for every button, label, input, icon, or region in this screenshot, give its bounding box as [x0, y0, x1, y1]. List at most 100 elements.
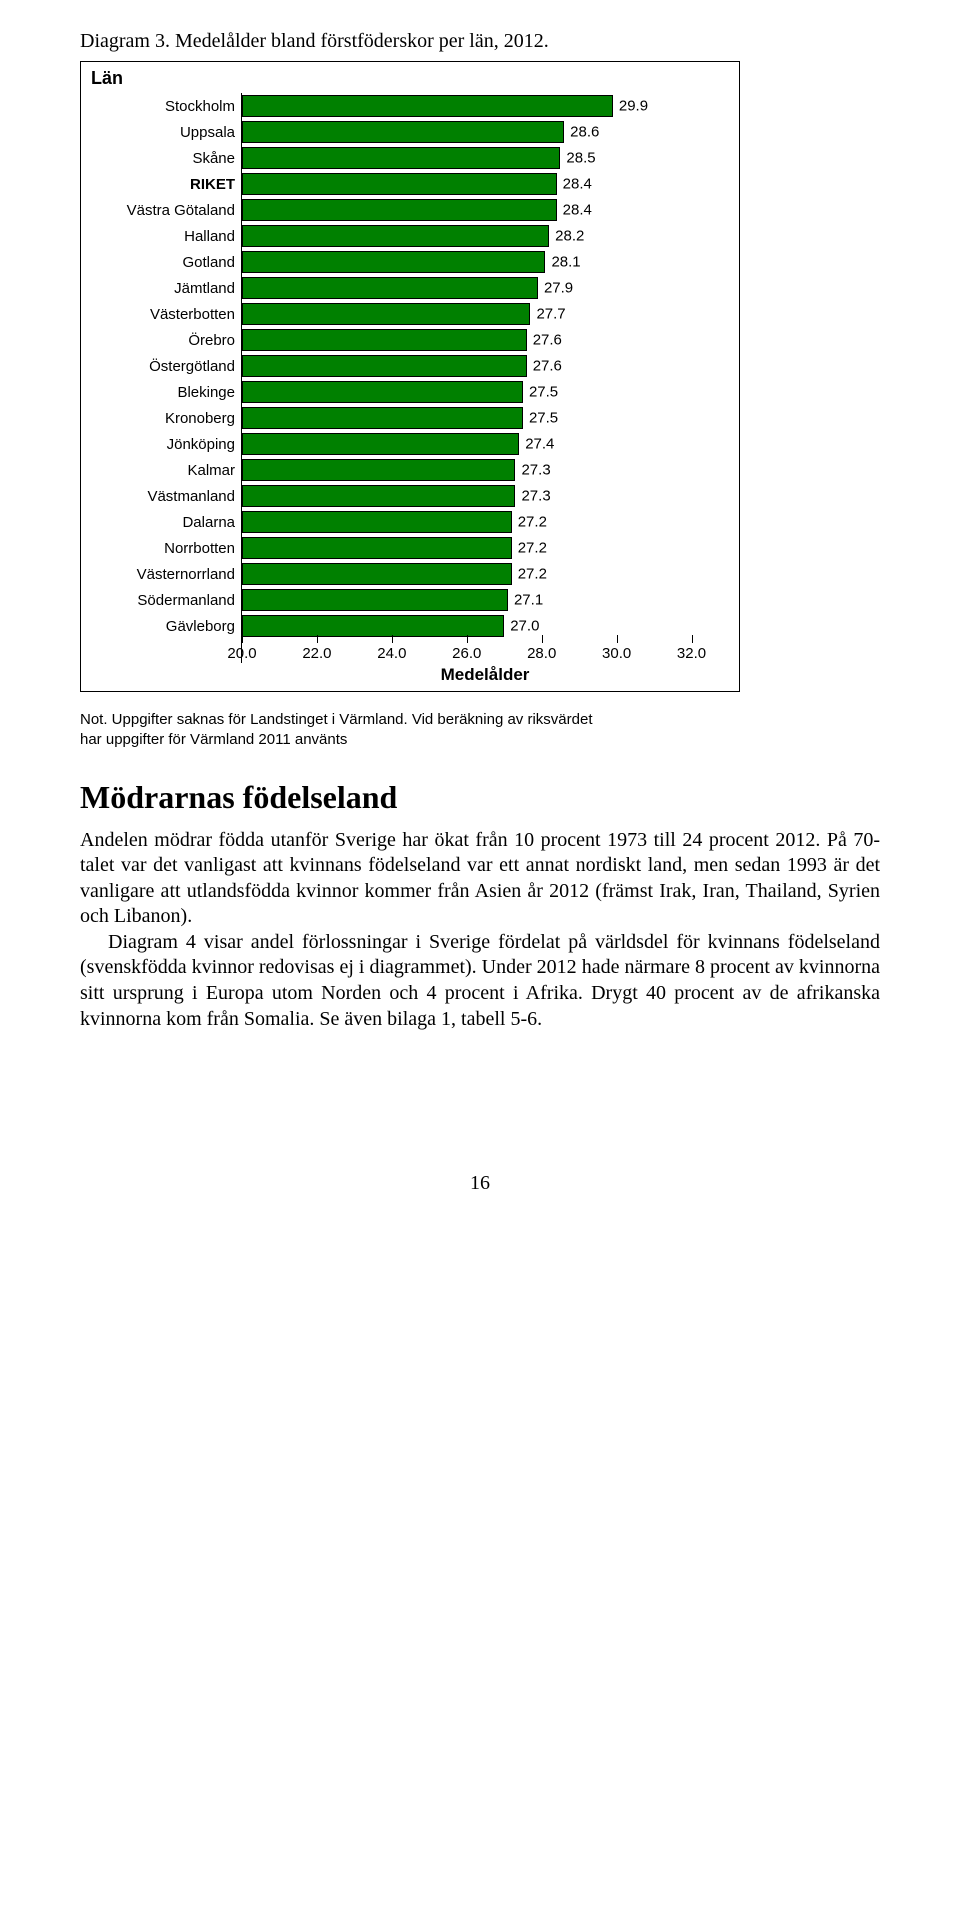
chart-bar	[242, 563, 512, 585]
chart-row-plot: 27.5	[241, 405, 729, 431]
chart-row: Norrbotten27.2	[91, 535, 729, 561]
chart-row-label: Gotland	[91, 254, 241, 271]
chart-row: Blekinge27.5	[91, 379, 729, 405]
paragraph-1: Andelen mödrar födda utanför Sverige har…	[80, 828, 880, 930]
chart-bar-value: 27.2	[518, 514, 547, 531]
axis-tick-label: 20.0	[227, 645, 256, 662]
chart-footnote: Not. Uppgifter saknas för Landstinget i …	[80, 710, 880, 751]
chart-bars-area: Stockholm29.9Uppsala28.6Skåne28.5RIKET28…	[91, 93, 729, 639]
chart-row-plot: 27.6	[241, 353, 729, 379]
chart-bar	[242, 121, 564, 143]
chart-bar	[242, 355, 527, 377]
chart-row: Östergötland 27.6	[91, 353, 729, 379]
chart-row-plot: 27.9	[241, 275, 729, 301]
axis-tick	[392, 635, 393, 643]
axis-tick	[467, 635, 468, 643]
chart-bar	[242, 251, 545, 273]
chart-bar	[242, 589, 508, 611]
chart-row-label: Södermanland	[91, 592, 241, 609]
chart-row-plot: 27.3	[241, 483, 729, 509]
body-text: Andelen mödrar födda utanför Sverige har…	[80, 828, 880, 1033]
chart-row-label: Jönköping	[91, 436, 241, 453]
chart-row-label: Uppsala	[91, 124, 241, 141]
axis-tick-label: 28.0	[527, 645, 556, 662]
note-line-1: Not. Uppgifter saknas för Landstinget i …	[80, 711, 593, 728]
chart-bar	[242, 537, 512, 559]
chart-row: Jämtland 27.9	[91, 275, 729, 301]
chart-bar-value: 28.5	[566, 150, 595, 167]
chart-x-axis: 20.022.024.026.028.030.032.0	[91, 639, 729, 663]
chart-row-label: Dalarna	[91, 514, 241, 531]
chart-row-plot: 28.1	[241, 249, 729, 275]
chart-bar	[242, 225, 549, 247]
axis-tick	[617, 635, 618, 643]
chart-bar	[242, 433, 519, 455]
chart-row-label: Gävleborg	[91, 618, 241, 635]
diagram-caption: Diagram 3. Medelålder bland förstfödersk…	[80, 30, 880, 53]
note-line-2: har uppgifter för Värmland 2011 använts	[80, 731, 347, 748]
chart-row: Södermanland27.1	[91, 587, 729, 613]
axis-tick-label: 30.0	[602, 645, 631, 662]
chart-row-plot: 27.6	[241, 327, 729, 353]
chart-row: Västmanland 27.3	[91, 483, 729, 509]
chart-row-plot: 28.4	[241, 171, 729, 197]
chart-bar-value: 27.6	[533, 332, 562, 349]
chart-bar-value: 27.6	[533, 358, 562, 375]
axis-tick	[692, 635, 693, 643]
chart-row-plot: 29.9	[241, 93, 729, 119]
chart-row-label: Västerbotten	[91, 306, 241, 323]
chart-row-label: Kronoberg	[91, 410, 241, 427]
chart-bar	[242, 95, 613, 117]
chart-row-label: Östergötland	[91, 358, 241, 375]
chart-row-label: Norrbotten	[91, 540, 241, 557]
chart-bar-value: 27.3	[521, 488, 550, 505]
axis-tick-label: 24.0	[377, 645, 406, 662]
chart-bar	[242, 511, 512, 533]
chart-row: Örebro27.6	[91, 327, 729, 353]
chart-row-plot: 27.5	[241, 379, 729, 405]
chart-y-axis-title: Län	[91, 68, 729, 89]
chart-bar-value: 27.9	[544, 280, 573, 297]
chart-bar	[242, 199, 557, 221]
axis-tick-label: 26.0	[452, 645, 481, 662]
chart-row: Gävleborg27.0	[91, 613, 729, 639]
chart-row: Stockholm29.9	[91, 93, 729, 119]
chart-row: Skåne28.5	[91, 145, 729, 171]
chart-bar-value: 27.2	[518, 566, 547, 583]
chart-bar-value: 27.7	[536, 306, 565, 323]
chart-bar-value: 29.9	[619, 98, 648, 115]
chart-row-plot: 27.2	[241, 561, 729, 587]
chart-row: RIKET28.4	[91, 171, 729, 197]
chart-bar	[242, 459, 515, 481]
chart-bar	[242, 173, 557, 195]
chart-bar-value: 27.5	[529, 410, 558, 427]
chart-row-plot: 28.4	[241, 197, 729, 223]
chart-row-label: Västernorrland	[91, 566, 241, 583]
chart-row-label: Kalmar	[91, 462, 241, 479]
chart-bar	[242, 303, 530, 325]
chart-bar-value: 27.3	[521, 462, 550, 479]
chart-row-plot: 27.0	[241, 613, 729, 639]
chart-bar	[242, 615, 504, 637]
chart-bar-value: 27.5	[529, 384, 558, 401]
axis-tick	[542, 635, 543, 643]
chart-row-label: Västmanland	[91, 488, 241, 505]
section-heading: Mödrarnas födelseland	[80, 779, 880, 816]
chart-row-plot: 28.2	[241, 223, 729, 249]
chart-bar	[242, 407, 523, 429]
chart-row: Västernorrland 27.2	[91, 561, 729, 587]
page-number: 16	[80, 1172, 880, 1195]
chart-row: Västerbotten 27.7	[91, 301, 729, 327]
axis-tick-label: 32.0	[677, 645, 706, 662]
axis-tick	[242, 635, 243, 643]
chart-x-axis-title: Medelålder	[91, 665, 729, 685]
chart-row-label: Jämtland	[91, 280, 241, 297]
chart-bar-value: 28.4	[563, 176, 592, 193]
chart-bar	[242, 329, 527, 351]
chart-row: Västra Götaland28.4	[91, 197, 729, 223]
chart-row-plot: 28.6	[241, 119, 729, 145]
chart-bar-value: 28.1	[551, 254, 580, 271]
chart-row-plot: 27.4	[241, 431, 729, 457]
axis-tick	[317, 635, 318, 643]
chart-row: Uppsala28.6	[91, 119, 729, 145]
